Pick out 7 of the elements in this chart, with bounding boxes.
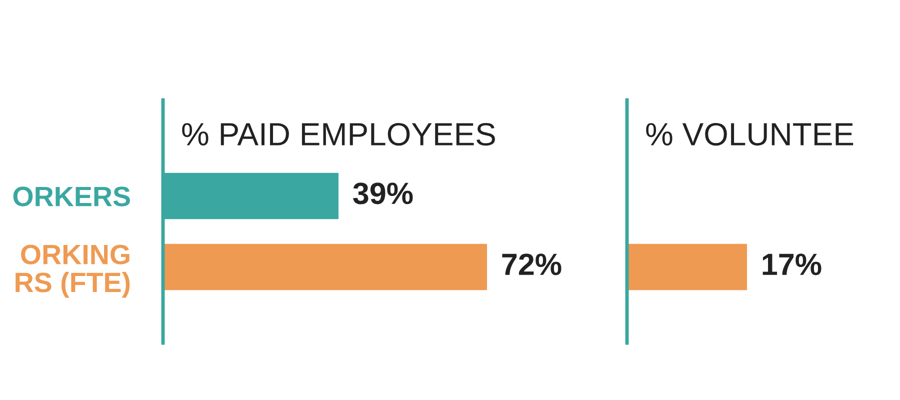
- data-label: 39%: [353, 182, 413, 204]
- y-tick-label: ORKERS: [13, 186, 130, 206]
- data-label: 17%: [762, 254, 822, 276]
- text: % VOLUNTEE: [646, 122, 854, 146]
- text: % PAID EMPLOYEES: [182, 122, 495, 146]
- data-label: 72%: [502, 254, 562, 276]
- y-tick-label: ORKING RS (FTE): [16, 244, 130, 298]
